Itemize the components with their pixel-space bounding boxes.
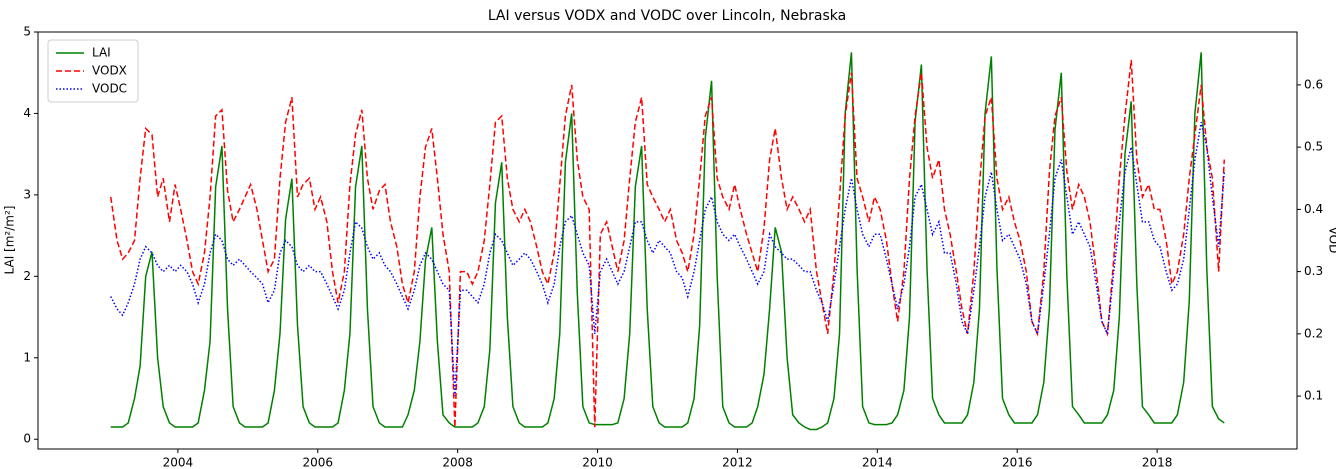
y-tick-label: 1 [23,350,31,364]
x-tick-label: 2004 [163,456,194,469]
legend: LAI VODX VODC [47,39,139,103]
chart-title: LAI versus VODX and VODC over Lincoln, N… [488,8,846,24]
y-axis-label: LAI [m²/m²] [3,206,17,275]
data-line [110,122,1226,397]
y2-axis-label: VOD [1327,227,1336,254]
x-tick-label: 2018 [1142,456,1173,469]
legend-label: LAI [92,46,111,60]
y2-tick-label: 0.3 [1304,264,1323,278]
y-tick-label: 0 [23,432,31,446]
x-tick-label: 2008 [442,456,473,469]
plot-frame [37,31,1298,450]
y2-tick-label: 0.4 [1304,202,1323,216]
x-tick-label: 2016 [1002,456,1033,469]
legend-box [47,39,139,103]
y-tick-label: 3 [23,187,31,201]
legend-label: VODX [92,64,127,78]
y-tick-label: 5 [23,25,31,39]
data-line [110,52,1225,431]
y-tick-label: 4 [23,106,31,120]
legend-label: VODC [92,82,127,96]
y2-tick-label: 0.5 [1304,140,1323,154]
x-tick-label: 2014 [862,456,893,469]
x-tick-label: 2012 [722,456,753,469]
y-tick-label: 2 [23,269,31,283]
x-tick-label: 2010 [582,456,613,469]
y2-tick-label: 0.6 [1304,77,1323,91]
data-line [109,59,1226,428]
x-tick-label: 2006 [303,456,334,469]
y2-tick-label: 0.2 [1304,326,1323,340]
y2-tick-label: 0.1 [1304,389,1323,403]
